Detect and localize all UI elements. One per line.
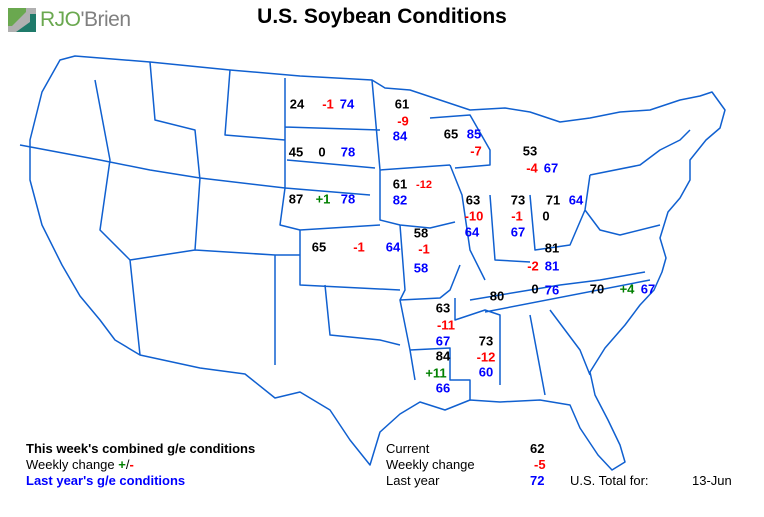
current-value: 62 [530, 441, 545, 456]
logo-mark-icon [8, 8, 36, 32]
state-mn-current: 61 [394, 96, 410, 112]
state-oh-last-year: 64 [568, 192, 584, 208]
page-title: U.S. Soybean Conditions [257, 5, 507, 28]
state-mo-last-year: 58 [413, 260, 429, 276]
state-sd-change: 0 [318, 144, 326, 160]
state-ks-current: 65 [311, 239, 327, 255]
state-sd-current: 45 [288, 144, 304, 160]
us-total-summary: Current 62 Weekly change -5 Last year 72 U.S… [386, 441, 746, 489]
state-mi-current: 53 [522, 143, 538, 159]
state-nd-last-year: 74 [339, 96, 355, 112]
state-nc-last-year: 67 [640, 281, 656, 297]
state-in-current: 73 [510, 192, 526, 208]
map-legend: This week's combined g/e conditions Week… [26, 441, 255, 489]
state-ne-current: 87 [288, 191, 304, 207]
state-la-change: +11 [425, 365, 447, 381]
state-ar-change: -11 [436, 317, 456, 333]
state-ia-current: 61 [392, 176, 408, 192]
state-nc-change: +4 [619, 281, 635, 297]
total-label: U.S. Total for: [570, 473, 649, 488]
state-il-current: 63 [465, 192, 481, 208]
state-wi-change: -7 [470, 143, 482, 159]
state-tn-change: 0 [531, 281, 539, 297]
last-year-value: 72 [530, 473, 545, 488]
legend-current: This week's combined g/e conditions [26, 441, 256, 456]
state-borders [19, 61, 691, 400]
state-in-change: -1 [511, 208, 523, 224]
us-outline [29, 55, 726, 471]
state-wi-current: 65 [443, 126, 459, 142]
state-nd-change: -1 [322, 96, 334, 112]
state-ky-current: 81 [544, 240, 560, 256]
state-ks-change: -1 [353, 239, 365, 255]
state-mn-change: -9 [397, 113, 409, 129]
state-nd-current: 24 [289, 96, 305, 112]
state-ar-last-year: 67 [435, 333, 451, 349]
report-date: 13-Jun [692, 473, 732, 488]
state-la-last-year: 66 [435, 380, 451, 396]
state-ms-current: 73 [478, 333, 494, 349]
state-ne-change: +1 [315, 191, 331, 207]
current-label: Current [386, 441, 430, 456]
state-ms-last-year: 60 [478, 364, 494, 380]
state-il-last-year: 64 [464, 224, 480, 240]
state-ar-current: 63 [435, 300, 451, 316]
state-oh-current: 71 [545, 192, 561, 208]
rjobrien-logo: RJO'Brien [8, 8, 131, 32]
state-mi-last-year: 67 [543, 160, 559, 176]
state-mn-last-year: 84 [392, 128, 408, 144]
state-mo-change: -1 [418, 241, 430, 257]
state-ks-last-year: 64 [385, 239, 401, 255]
state-ia-last-year: 82 [392, 192, 408, 208]
state-tn-last-year: 76 [544, 282, 560, 298]
legend-change: Weekly change +/- [26, 457, 134, 472]
state-sd-last-year: 78 [340, 144, 356, 160]
logo-text: RJO'Brien [40, 8, 131, 31]
state-ky-last-year: 81 [544, 258, 560, 274]
state-mo-current: 58 [413, 225, 429, 241]
last-year-label: Last year [386, 473, 440, 488]
state-ky-change: -2 [527, 258, 539, 274]
state-in-last-year: 67 [510, 224, 526, 240]
state-mi-change: -4 [526, 160, 538, 176]
state-nc-current: 70 [589, 281, 605, 297]
state-ia-change: -12 [416, 179, 432, 191]
state-il-change: -10 [464, 208, 484, 224]
change-label: Weekly change [386, 457, 475, 472]
change-value: -5 [534, 457, 546, 472]
state-wi-last-year: 85 [466, 126, 482, 142]
state-ms-change: -12 [476, 349, 496, 365]
state-la-current: 84 [435, 348, 451, 364]
state-oh-change: 0 [542, 208, 550, 224]
legend-last-year: Last year's g/e conditions [26, 473, 186, 488]
state-tn-current: 80 [489, 288, 505, 304]
state-ne-last-year: 78 [340, 191, 356, 207]
